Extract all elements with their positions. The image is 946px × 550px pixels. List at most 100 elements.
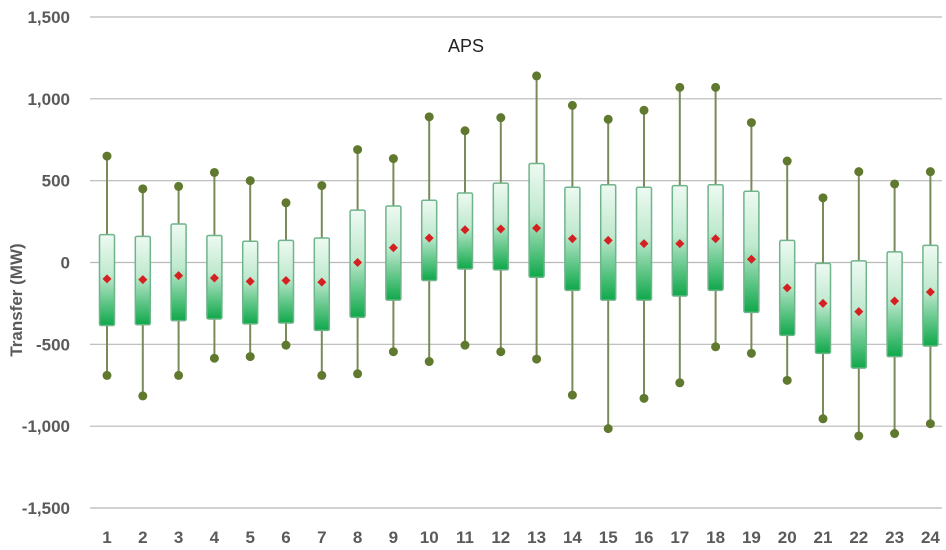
y-tick-label: 1,000 (27, 90, 70, 109)
min-point (174, 370, 184, 380)
mean-marker (532, 223, 542, 233)
x-tick-label: 1 (102, 528, 111, 547)
y-tick-label: -1,000 (22, 417, 70, 436)
min-point (782, 375, 792, 385)
x-tick-label: 6 (281, 528, 290, 547)
min-point (245, 352, 255, 362)
x-tick-label: 18 (706, 528, 725, 547)
x-tick-label: 4 (210, 528, 220, 547)
min-point (639, 393, 649, 403)
min-point (102, 370, 112, 380)
box-10 (420, 112, 438, 367)
max-point (138, 184, 148, 194)
mean-marker (245, 276, 255, 286)
mean-marker (317, 277, 327, 287)
mean-marker (460, 225, 470, 235)
max-point (532, 71, 542, 81)
x-tick-label: 16 (635, 528, 654, 547)
max-point (746, 118, 756, 128)
max-point (388, 154, 398, 164)
box-19 (743, 118, 760, 358)
max-point (675, 82, 685, 92)
min-point (460, 340, 470, 350)
chart-title: APS (448, 36, 484, 56)
x-tick-label: 22 (849, 528, 868, 547)
x-tick-label: 11 (456, 528, 474, 547)
min-point (209, 353, 219, 363)
mean-marker (711, 234, 721, 244)
box-5 (241, 176, 259, 362)
mean-marker (281, 276, 291, 286)
min-point (532, 354, 542, 364)
max-point (925, 167, 935, 177)
x-tick-label: 19 (742, 528, 761, 547)
mean-marker (675, 239, 685, 249)
max-point (424, 112, 434, 122)
mean-marker (603, 235, 613, 245)
min-point (925, 419, 935, 429)
x-tick-label: 14 (563, 528, 582, 547)
box-24 (922, 167, 939, 429)
boxes (98, 71, 939, 441)
mean-marker (102, 274, 112, 284)
box-body (385, 205, 402, 301)
x-tick-label: 23 (885, 528, 904, 547)
x-tick-label: 15 (599, 528, 618, 547)
max-point (496, 113, 506, 123)
x-tick-label: 3 (174, 528, 183, 547)
x-tick-label: 21 (814, 528, 833, 547)
box-9 (385, 154, 402, 357)
min-point (890, 429, 900, 439)
min-point (353, 369, 363, 379)
mean-marker (890, 296, 900, 306)
mean-marker (818, 298, 828, 308)
box-21 (814, 193, 832, 424)
box-4 (206, 167, 223, 363)
box-15 (599, 114, 617, 434)
min-point (603, 424, 613, 434)
y-tick-label: -500 (36, 335, 70, 354)
y-axis-ticks: 1,500 1,000 500 0 -500 -1,000 -1,500 (22, 8, 70, 518)
y-tick-label: -1,500 (22, 499, 70, 518)
box-body (743, 190, 760, 314)
max-point (353, 145, 363, 155)
x-tick-label: 5 (245, 528, 254, 547)
max-point (317, 181, 327, 191)
max-point (854, 167, 864, 177)
box-8 (349, 145, 366, 379)
min-point (854, 431, 864, 441)
box-2 (134, 184, 152, 401)
max-point (639, 105, 649, 115)
max-point (102, 151, 112, 161)
min-point (818, 414, 828, 424)
max-point (281, 198, 291, 208)
box-body (528, 162, 545, 278)
box-14 (564, 100, 581, 400)
x-tick-label: 17 (670, 528, 689, 547)
max-point (245, 176, 255, 186)
x-tick-label: 7 (317, 528, 326, 547)
max-point (711, 82, 721, 92)
box-16 (635, 105, 653, 403)
min-point (567, 390, 577, 400)
mean-marker (388, 243, 398, 253)
x-tick-label: 12 (491, 528, 510, 547)
box-23 (886, 179, 903, 439)
x-tick-label: 13 (527, 528, 546, 547)
max-point (890, 179, 900, 189)
box-7 (313, 181, 331, 380)
box-12 (492, 113, 510, 357)
box-18 (707, 82, 724, 352)
x-tick-label: 8 (353, 528, 362, 547)
x-tick-label: 2 (138, 528, 147, 547)
min-point (424, 357, 434, 367)
y-tick-label: 0 (61, 254, 70, 273)
y-axis-title: Transfer (MW) (7, 243, 26, 356)
x-tick-label: 10 (420, 528, 439, 547)
min-point (138, 391, 148, 401)
max-point (209, 167, 219, 177)
max-point (460, 126, 470, 136)
min-point (281, 340, 291, 350)
box-11 (456, 126, 474, 350)
